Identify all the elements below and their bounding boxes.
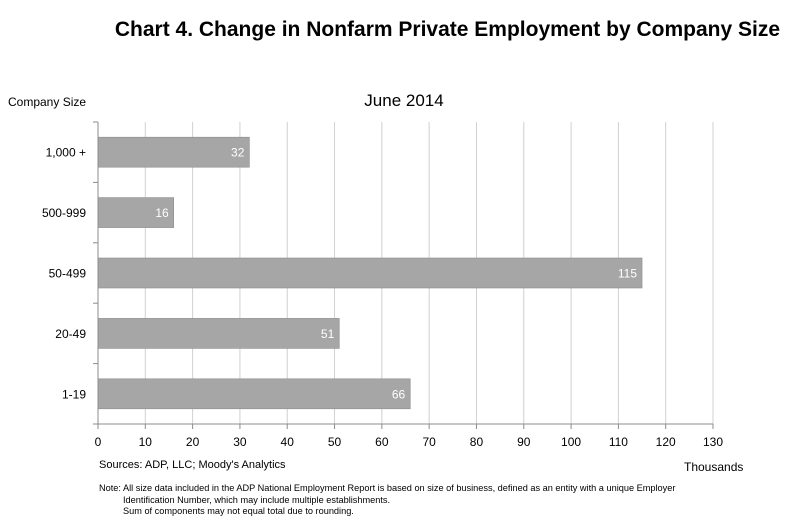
x-tick-label: 100 <box>561 435 581 449</box>
y-category-label: 1,000 + <box>46 146 86 160</box>
x-tick-label: 20 <box>186 435 200 449</box>
bar <box>97 136 250 168</box>
x-tick-label: 10 <box>139 435 153 449</box>
page-title: Chart 4. Change in Nonfarm Private Emplo… <box>114 18 780 41</box>
chart-subtitle: June 2014 <box>364 91 443 110</box>
footnote-line: Sum of components may not equal total du… <box>123 506 354 516</box>
x-tick-label: 80 <box>470 435 484 449</box>
bar <box>97 318 340 349</box>
y-category-label: 1-19 <box>62 387 86 401</box>
source-note: Sources: ADP, LLC; Moody's Analytics <box>99 459 286 471</box>
bar <box>97 197 174 228</box>
x-tick-label: 50 <box>328 435 342 449</box>
bar <box>97 257 643 289</box>
bar <box>97 378 411 410</box>
x-tick-label: 90 <box>517 435 531 449</box>
data-label: 16 <box>155 206 169 220</box>
x-tick-label: 70 <box>422 435 436 449</box>
x-tick-label: 30 <box>233 435 247 449</box>
data-label: 32 <box>231 146 245 160</box>
x-tick-label: 110 <box>609 435 628 449</box>
bars: 32 16 115 51 66 <box>97 136 643 410</box>
footnote-line: Note: All size data included in the ADP … <box>99 483 676 493</box>
x-tick-label: 130 <box>703 435 723 449</box>
y-category-label: 20-49 <box>55 327 86 341</box>
footnote: Note: All size data included in the ADP … <box>99 483 779 518</box>
y-category-label: 500-999 <box>42 206 86 220</box>
x-tick-label: 60 <box>375 435 389 449</box>
y-category-labels: 1,000 + 500-999 50-499 20-49 1-19 <box>42 146 86 402</box>
x-tick-label: 120 <box>656 435 676 449</box>
y-category-label: 50-499 <box>49 267 87 281</box>
footnote-line: Identification Number, which may include… <box>123 494 391 505</box>
x-tick-labels: 0 10 20 30 40 50 60 70 80 90 100 110 120 130 <box>95 435 724 449</box>
x-tick-label: 0 <box>95 435 102 449</box>
data-label: 66 <box>392 387 406 401</box>
axes <box>93 121 714 429</box>
data-label: 115 <box>618 267 637 281</box>
y-axis-title: Company Size <box>8 95 86 109</box>
x-axis-title: Thousands <box>684 460 743 474</box>
data-label: 51 <box>321 327 335 341</box>
x-tick-label: 40 <box>281 435 295 449</box>
